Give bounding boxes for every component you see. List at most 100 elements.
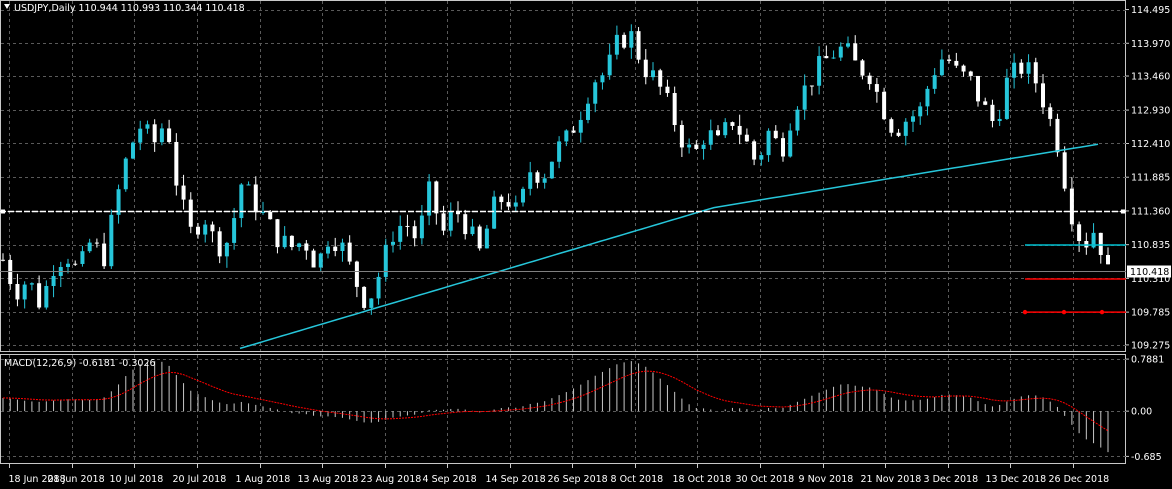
candle-body [1012, 62, 1017, 78]
candle-body [708, 130, 713, 145]
price-tick-label: 112.930 [1131, 106, 1170, 117]
symbol-label: USDJPY,Daily 110.944 110.993 110.344 110… [14, 3, 245, 14]
candle-body [1026, 62, 1031, 74]
candle-body [593, 82, 598, 104]
price-tick-label: 113.970 [1131, 39, 1170, 50]
candle-body [15, 284, 20, 300]
candle-body [326, 246, 330, 254]
candle-body [853, 43, 858, 61]
date-tick-label: 8 Oct 2018 [611, 474, 664, 485]
candle-body [607, 54, 612, 76]
candle-body [73, 263, 78, 265]
date-tick-label: 26 Sep 2018 [548, 474, 608, 485]
candle-body [232, 218, 237, 243]
candle-body [629, 31, 634, 48]
candle-body [911, 116, 915, 122]
support-line-point [1099, 309, 1105, 315]
date-tick-label: 18 Jun 2018 [9, 474, 66, 485]
candle-body [174, 141, 179, 186]
candle-body [882, 91, 887, 120]
candle-body [499, 196, 504, 203]
macd-histogram [2, 361, 1109, 453]
candle-body [1091, 232, 1096, 248]
candle-body [181, 185, 186, 200]
candle-body [535, 172, 540, 183]
candle-body [116, 189, 121, 215]
candle-body [477, 226, 482, 249]
candle-body [874, 84, 879, 92]
candle-body [1048, 107, 1053, 119]
candle-body [687, 144, 692, 148]
candle-body [651, 70, 655, 78]
candle-body [983, 101, 988, 105]
candle-body [109, 214, 114, 267]
candle-body [968, 71, 973, 76]
candle-body [896, 132, 901, 136]
date-tick-label: 20 Jul 2018 [173, 474, 227, 485]
candle-body [463, 214, 468, 235]
candle-body [282, 235, 287, 248]
candle-body [990, 104, 995, 122]
symbol-dropdown-icon [4, 4, 10, 9]
date-tick-label: 3 Dec 2018 [924, 474, 979, 485]
grid [1, 1, 1126, 463]
candle-body [1033, 62, 1038, 84]
candle-body [846, 43, 850, 47]
candle-body [383, 244, 388, 277]
candle-body [961, 65, 966, 72]
candle-body [131, 142, 135, 159]
date-tick-label: 4 Sep 2018 [423, 474, 477, 485]
support-line-point [1022, 309, 1028, 315]
candle-body [752, 141, 757, 160]
candle-body [809, 85, 814, 87]
macd-signal-line [2, 370, 1109, 432]
candle-body [1062, 152, 1067, 189]
candle-body [22, 284, 27, 300]
date-tick-label: 28 Jun 2018 [48, 474, 105, 485]
date-tick-label: 21 Nov 2018 [861, 474, 922, 485]
macd-tick-label: 0.7881 [1131, 355, 1164, 366]
price-tick-label: 109.785 [1131, 308, 1170, 319]
candle-body [860, 60, 865, 76]
candle-body [347, 242, 352, 262]
candle-body [289, 235, 294, 248]
candle-body [268, 211, 273, 220]
horizontal-level-handle [1121, 209, 1125, 214]
candle-body [694, 144, 699, 149]
date-tick-label: 14 Sep 2018 [486, 474, 546, 485]
candle-body [253, 184, 258, 213]
candle-body [824, 56, 829, 59]
candle-body [123, 158, 128, 190]
candle-body [802, 85, 807, 110]
candle-body [672, 93, 677, 126]
candle-body [398, 225, 403, 242]
candle-body [391, 241, 395, 245]
candle-body [1055, 118, 1060, 153]
price-panel-frame [0, 0, 1126, 352]
price-tick-label: 114.495 [1131, 5, 1170, 16]
candle-body [781, 138, 785, 157]
candle-body [1019, 62, 1024, 74]
candle-body [456, 211, 460, 215]
candle-body [542, 178, 547, 183]
candle-body [203, 224, 208, 235]
current-price-label: 110.418 [1130, 267, 1169, 278]
price-tick-label: 111.360 [1131, 206, 1170, 217]
candle-body [484, 228, 489, 249]
candle-body [44, 286, 49, 308]
candle-body [376, 276, 381, 299]
candle-body [94, 242, 99, 244]
macd-tick-label: 0.00 [1131, 407, 1152, 418]
candle-body [138, 128, 143, 143]
candle-body [947, 59, 952, 61]
candle-body [217, 231, 222, 257]
candle-body [196, 226, 200, 235]
candle-body [1077, 224, 1082, 241]
macd-tick-label: -0.685 [1131, 452, 1162, 463]
candle-body [1069, 188, 1074, 225]
candle-body [838, 46, 843, 58]
candle-body [427, 181, 432, 216]
candle-body [246, 184, 251, 186]
